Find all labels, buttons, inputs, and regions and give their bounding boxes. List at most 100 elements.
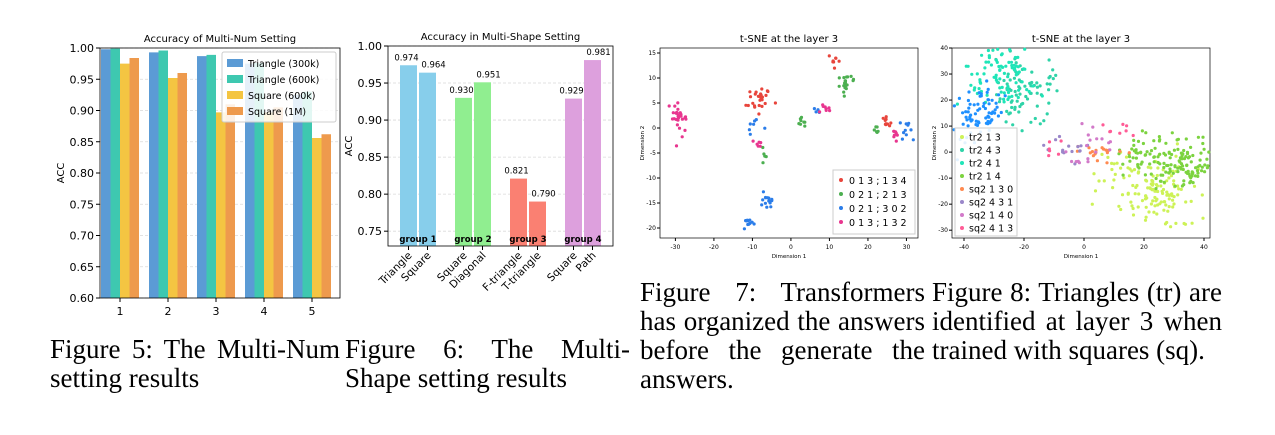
fig8-point [1188, 181, 1192, 185]
fig8-point [1095, 159, 1099, 163]
fig6-data-label: 0.790 [531, 190, 555, 200]
fig8-point [1020, 129, 1024, 133]
fig7-point [846, 75, 850, 79]
fig6-data-label: 0.929 [559, 87, 583, 97]
fig8-point [1048, 82, 1052, 86]
fig8-point [1113, 172, 1117, 176]
fig8-point [1014, 93, 1018, 97]
fig8-xtick-label: -40 [959, 244, 969, 251]
fig7-point [827, 54, 831, 58]
fig7-point [752, 122, 756, 126]
fig8-point [1002, 71, 1006, 75]
fig7-point [884, 117, 888, 121]
fig8-point [966, 64, 970, 68]
fig8-point [998, 68, 1002, 72]
fig7-legend-marker [839, 178, 843, 182]
fig8-point [1023, 84, 1027, 88]
fig5-title: Accuracy of Multi-Num Setting [144, 34, 296, 45]
fig5-bar [254, 63, 264, 298]
fig8-point [1094, 150, 1098, 154]
fig8-point [1017, 78, 1021, 82]
fig8-point [1047, 101, 1051, 105]
fig8-point [1087, 146, 1091, 150]
fig8-ytick-label: 20 [940, 97, 948, 104]
fig8-point [1115, 161, 1119, 165]
fig8-point [1101, 147, 1106, 151]
fig8-point [999, 90, 1003, 94]
fig8-point [967, 90, 971, 94]
fig6-ytick-label: 0.90 [358, 114, 383, 127]
fig7-point [814, 110, 818, 114]
fig8-legend-label: sq2 1 3 0 [969, 185, 1013, 196]
fig8-ytick-label: -10 [938, 175, 948, 182]
fig8-point [1165, 179, 1169, 183]
fig8-point [1170, 131, 1174, 135]
fig8-point [979, 81, 983, 85]
fig8-point [1180, 184, 1184, 188]
fig6-group-label: group 4 [564, 235, 601, 245]
fig8-point [1002, 78, 1006, 83]
fig8-point [1136, 163, 1140, 167]
fig8-point [1125, 124, 1129, 128]
fig8-point [1006, 84, 1010, 89]
fig8-point [1162, 180, 1166, 184]
fig8-point [989, 119, 993, 123]
fig8-legend [954, 127, 1018, 237]
fig8-point [1121, 162, 1125, 166]
fig8-point [1144, 131, 1148, 135]
fig5-ytick-label: 1.00 [70, 42, 95, 55]
fig7-point [798, 122, 803, 126]
fig8-point [1156, 166, 1160, 170]
fig8-point [1014, 61, 1018, 65]
fig8-point [1166, 193, 1170, 197]
fig8-legend-marker [960, 226, 964, 230]
figure-6-chart: Accuracy in Multi-Shape Setting 0.75 0.80 0… [344, 32, 614, 294]
fig8-point [999, 110, 1003, 115]
fig8-point [1182, 221, 1186, 226]
fig8-point [1172, 202, 1176, 206]
fig8-point [977, 87, 981, 91]
fig6-bar [455, 97, 472, 246]
fig8-point [1176, 166, 1180, 170]
fig8-legend-marker [960, 200, 964, 204]
fig8-point [1136, 139, 1141, 143]
fig8-point [1008, 78, 1012, 82]
fig7-point [757, 112, 761, 116]
fig8-point [1131, 183, 1135, 188]
fig8-point [1173, 165, 1177, 169]
fig8-point [1119, 166, 1123, 170]
fig8-point [1090, 202, 1094, 206]
fig7-point [875, 125, 879, 129]
fig7-ytick-label: 15 [648, 50, 656, 57]
fig8-point [1017, 88, 1021, 92]
fig6-bar [419, 72, 436, 246]
fig8-point [978, 94, 982, 98]
fig8-xtick-label: -20 [1019, 244, 1029, 251]
fig8-point [1000, 52, 1004, 56]
fig8-point [1158, 179, 1163, 183]
fig8-point [1057, 134, 1062, 139]
fig8-point [987, 111, 991, 115]
fig8-point [1201, 216, 1205, 220]
fig8-point [1136, 171, 1140, 175]
fig7-legend-label: 0 2 1 ; 3 0 2 [849, 204, 907, 215]
fig8-point [1174, 221, 1178, 225]
fig8-point [1040, 94, 1044, 98]
fig8-point [1149, 172, 1153, 176]
fig7-point [892, 135, 896, 139]
fig8-point [1154, 199, 1158, 203]
fig8-point [1126, 192, 1130, 196]
fig7-point [683, 128, 687, 132]
fig8-point [1130, 147, 1134, 151]
fig8-point [1168, 167, 1172, 171]
fig8-point [1093, 189, 1098, 193]
fig8-point [983, 66, 987, 70]
fig8-point [1192, 184, 1197, 188]
fig8-point [1120, 193, 1125, 197]
fig8-point [1137, 192, 1141, 196]
fig8-legend-marker [960, 174, 964, 178]
fig7-point [821, 103, 825, 107]
fig8-point [1164, 203, 1168, 207]
fig7-point [757, 103, 761, 108]
fig8-legend-label: tr2 4 1 [969, 159, 1001, 170]
